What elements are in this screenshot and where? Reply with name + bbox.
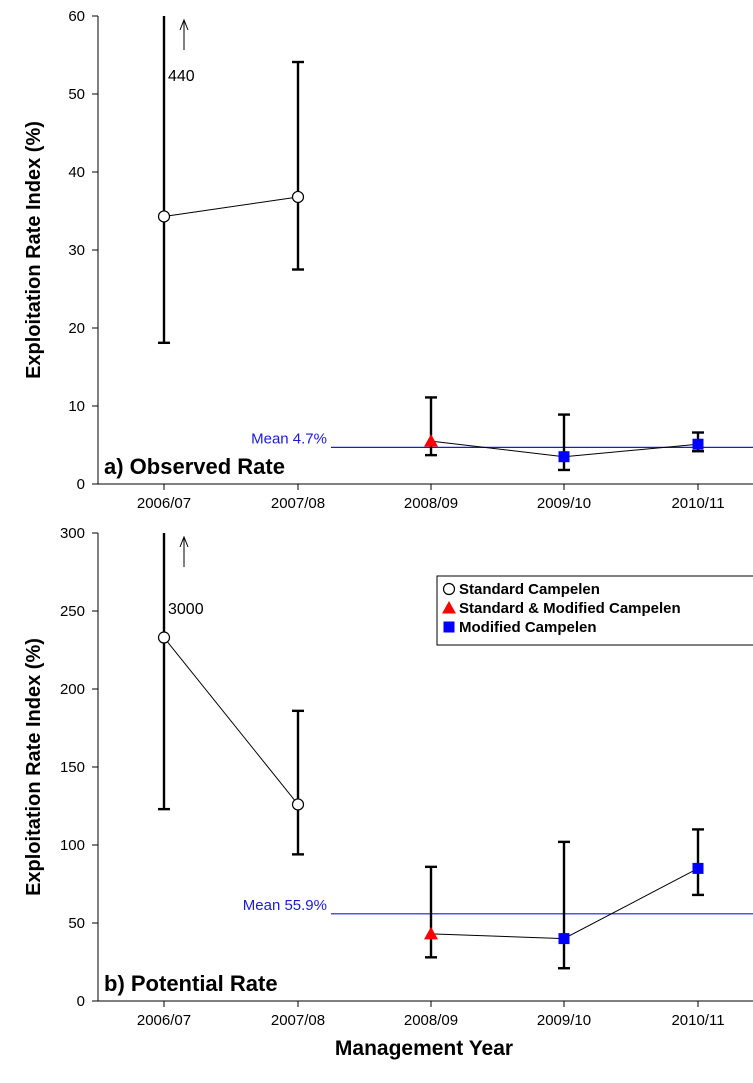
y-tick-label: 250: [60, 603, 85, 620]
data-point-circle: [291, 190, 305, 204]
y-tick-label: 0: [77, 476, 85, 493]
data-point-circle: [442, 582, 456, 596]
off-scale-arrow-head: [179, 535, 189, 548]
series-line-standard: [163, 637, 299, 805]
data-point-square: [443, 621, 455, 633]
panel-label: a) Observed Rate: [104, 454, 285, 479]
data-point-circle: [157, 210, 171, 223]
y-axis-label: Exploitation Rate Index (%): [23, 638, 45, 896]
off-scale-note: 440: [168, 68, 195, 85]
y-tick-label: 50: [68, 915, 85, 932]
y-tick-label: 100: [60, 837, 85, 854]
y-tick-label: 300: [60, 525, 85, 542]
series-line-standard: [163, 196, 299, 217]
legend-label: Standard & Modified Campelen: [459, 600, 681, 617]
data-point-triangle: [424, 434, 438, 447]
y-tick-label: 20: [68, 320, 85, 337]
y-tick-label: 0: [77, 993, 85, 1010]
data-point-square: [558, 933, 570, 945]
panel-potential-rate: 0 50 100 150 200 250 300 2006/07 2007/08 2008/09 2…: [23, 525, 753, 1029]
x-tick-label: 2009/10: [537, 1012, 591, 1029]
data-point-circle: [157, 631, 171, 644]
y-tick-label: 40: [68, 164, 85, 181]
data-point-circle: [291, 798, 305, 811]
x-tick-label: 2007/08: [271, 495, 325, 512]
data-point-square: [558, 451, 570, 463]
y-tick-label: 200: [60, 681, 85, 698]
y-axis-label: Exploitation Rate Index (%): [23, 121, 45, 379]
data-point-triangle: [424, 926, 438, 940]
y-tick-label: 60: [68, 8, 85, 25]
data-point-square: [692, 438, 704, 450]
y-tick-label: 10: [68, 398, 85, 415]
x-axis-label: Management Year: [335, 1037, 513, 1060]
x-tick-label: 2007/08: [271, 1012, 325, 1029]
off-scale-note: 3000: [168, 601, 204, 618]
x-tick-label: 2010/11: [671, 1012, 724, 1029]
mean-label: Mean 4.7%: [251, 430, 327, 447]
x-tick-label: 2006/07: [137, 1012, 191, 1029]
x-tick-label: 2006/07: [137, 495, 191, 512]
panel-label: b) Potential Rate: [104, 971, 278, 996]
data-point-square: [692, 862, 704, 874]
y-tick-label: 30: [68, 242, 85, 259]
legend-label: Standard Campelen: [459, 581, 600, 598]
x-tick-label: 2008/09: [404, 1012, 458, 1029]
y-tick-label: 150: [60, 759, 85, 776]
x-tick-label: 2009/10: [537, 495, 591, 512]
legend: Standard Campelen Standard & Modified Cam…: [436, 575, 753, 646]
x-tick-label: 2010/11: [671, 495, 724, 512]
data-point-triangle: [442, 601, 456, 614]
y-tick-label: 50: [68, 86, 85, 103]
legend-box: [436, 575, 753, 646]
mean-label: Mean 55.9%: [243, 897, 327, 914]
x-tick-label: 2008/09: [404, 495, 458, 512]
off-scale-arrow-head: [179, 18, 189, 31]
panel-observed-rate: 0 10 20 30 40 50 60 2006/07 2007/08 2008/09 2009/1…: [23, 8, 753, 512]
legend-label: Modified Campelen: [459, 619, 597, 636]
